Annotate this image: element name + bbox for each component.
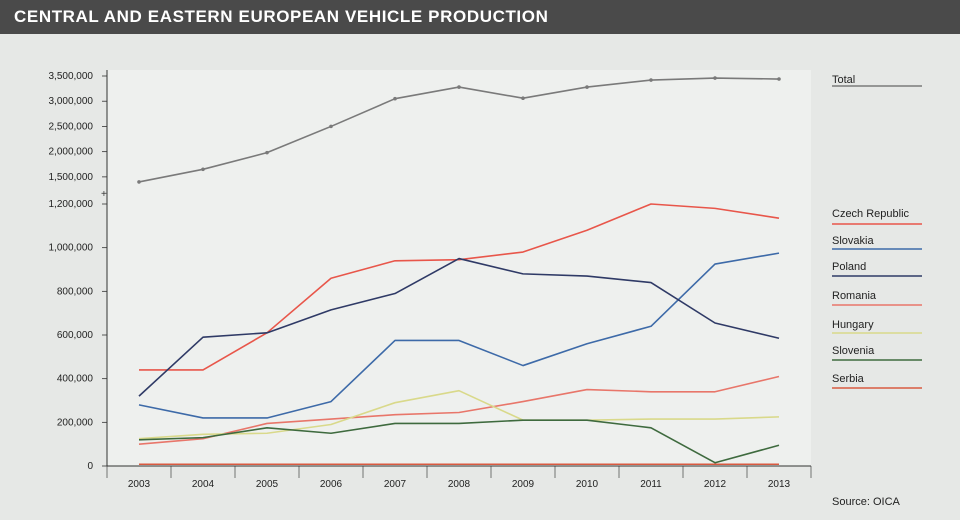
chart-title: CENTRAL AND EASTERN EUROPEAN VEHICLE PRO… <box>14 7 549 26</box>
x-tick-label: 2010 <box>576 479 599 490</box>
y-tick-label: 3,500,000 <box>49 71 94 82</box>
y-tick-label: 0 <box>87 461 93 472</box>
legend-label: Serbia <box>832 373 865 385</box>
x-tick-label: 2007 <box>384 479 407 490</box>
y-tick-label: 800,000 <box>57 286 94 297</box>
data-point <box>457 85 461 89</box>
series-line-slovakia <box>138 252 780 419</box>
y-tick-label: 1,200,000 <box>49 199 94 210</box>
y-tick-label: 1,000,000 <box>49 243 94 254</box>
source-note: Source: OICA <box>832 496 901 508</box>
data-point <box>585 85 589 89</box>
legend-label: Poland <box>832 261 866 273</box>
data-point <box>777 77 781 81</box>
series-line-poland <box>138 257 780 397</box>
axis-break-marker: + <box>101 189 107 200</box>
y-tick-label: 400,000 <box>57 374 94 385</box>
data-point <box>137 180 141 184</box>
line-chart: + 0 200,000 400,000 600,000 800,000 1,000,000… <box>49 70 922 508</box>
data-point <box>329 124 333 129</box>
plot-area <box>107 70 811 466</box>
series-group <box>137 76 781 466</box>
legend-label: Total <box>832 74 855 86</box>
series-line-slovenia <box>138 419 780 464</box>
y-axis-ticks: 0 200,000 400,000 600,000 800,000 1,000,000 1,… <box>49 71 107 472</box>
y-tick-label: 3,000,000 <box>49 96 94 107</box>
data-point <box>201 167 205 172</box>
x-tick-label: 2006 <box>320 479 343 490</box>
y-tick-label: 600,000 <box>57 330 94 341</box>
x-tick-label: 2012 <box>704 479 727 490</box>
x-tick-label: 2004 <box>192 479 215 490</box>
title-bar: CENTRAL AND EASTERN EUROPEAN VEHICLE PRO… <box>0 0 960 34</box>
x-axis-ticks: 2003 2004 2005 2006 2007 2008 2009 2010 2011 2012… <box>128 479 791 490</box>
y-tick-label: 1,500,000 <box>49 172 94 183</box>
legend: Total Czech Republic Slovakia Poland Romania… <box>832 74 922 389</box>
series-line-czech-republic <box>139 203 780 371</box>
data-point <box>265 150 269 155</box>
x-tick-label: 2008 <box>448 479 471 490</box>
y-tick-label: 2,000,000 <box>49 147 94 158</box>
x-tick-label: 2013 <box>768 479 791 490</box>
legend-label: Romania <box>832 290 877 302</box>
x-tick-label: 2005 <box>256 479 279 490</box>
axes: + <box>101 70 811 467</box>
data-point <box>649 78 653 82</box>
legend-label: Slovakia <box>832 235 874 247</box>
y-tick-label: 200,000 <box>57 417 94 428</box>
series-line-romania <box>138 375 780 445</box>
data-point <box>393 96 397 101</box>
legend-label: Czech Republic <box>832 208 910 220</box>
x-tick-label: 2003 <box>128 479 151 490</box>
x-tick-label: 2011 <box>640 479 662 490</box>
legend-label: Slovenia <box>832 345 875 357</box>
series-line-hungary <box>138 389 780 440</box>
legend-label: Hungary <box>832 319 874 331</box>
grid <box>106 466 812 478</box>
data-point <box>521 96 525 100</box>
data-point <box>713 76 717 80</box>
x-tick-label: 2009 <box>512 479 535 490</box>
y-tick-label: 2,500,000 <box>49 121 94 132</box>
